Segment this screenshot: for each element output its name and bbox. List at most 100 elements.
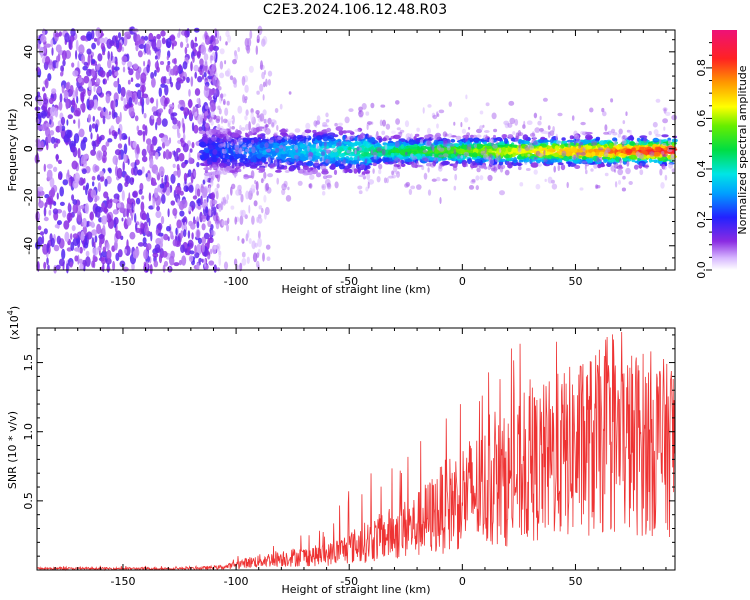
spectrogram-cell	[60, 116, 66, 126]
spectrogram-cell	[582, 138, 591, 145]
spectrogram-cell	[426, 139, 432, 146]
spectrogram-cell	[268, 139, 274, 144]
spectrogram-cell	[326, 182, 332, 190]
spectrogram-cell	[544, 178, 547, 182]
spectrogram-cell	[82, 185, 86, 191]
spectrogram-cell	[418, 150, 424, 154]
spectrogram-cell	[145, 96, 150, 106]
spectrogram-cell	[398, 131, 403, 137]
spectrogram-cell	[659, 168, 663, 176]
spectrogram-x-axis-label: Height of straight line (km)	[281, 283, 430, 296]
spectrogram-cell	[226, 135, 232, 142]
spectrogram-cell	[113, 80, 119, 88]
spectrogram-cell	[323, 141, 327, 148]
spectrogram-cell	[217, 123, 221, 130]
spectrogram-cell	[91, 68, 96, 77]
snr-multiplier-exp: 4	[6, 310, 15, 315]
spectrogram-cell	[618, 164, 623, 168]
spectrogram-cell	[195, 244, 202, 255]
spectrogram-cell	[539, 115, 542, 121]
spectrogram-cell	[391, 174, 397, 179]
spectrogram-cell	[603, 158, 608, 163]
spectrogram-cell	[78, 258, 83, 264]
spectrogram-cell	[337, 157, 345, 161]
spectrogram-cell	[370, 102, 375, 109]
spectrogram-cell	[441, 178, 448, 182]
spectrogram-cell	[91, 123, 96, 129]
spectrogram-cell	[522, 134, 529, 141]
spectrogram-cell	[438, 109, 445, 114]
spectrogram-cell	[492, 144, 498, 149]
spectrogram-cell	[176, 147, 181, 153]
spectrogram-cell	[80, 231, 85, 241]
spectrogram-cell	[640, 146, 647, 151]
spectrogram-cell	[358, 147, 362, 151]
spectrogram-cell	[463, 151, 470, 157]
spectrogram-cell	[138, 38, 145, 45]
spectrogram-cell	[262, 94, 265, 101]
spectrogram-cell	[141, 86, 145, 98]
spectrogram-cell	[603, 144, 608, 148]
spectrogram-cell	[114, 71, 119, 77]
spectrogram-cell	[385, 177, 389, 184]
spectrogram-cell	[263, 69, 267, 76]
spectrogram-cell	[313, 140, 321, 144]
spectrogram-cell	[485, 102, 490, 107]
spectrogram-cell	[241, 258, 247, 266]
spectrogram-cell	[308, 152, 314, 156]
spectrogram-cell	[207, 220, 212, 228]
spectrogram-cell	[47, 196, 54, 205]
spectrogram-cell	[543, 158, 548, 163]
spectrogram-cell	[231, 115, 235, 125]
spectrogram-cell	[139, 96, 143, 106]
spectrogram-cell	[198, 130, 206, 135]
spectrogram-cell	[551, 183, 558, 190]
spectrogram-cell	[652, 138, 660, 142]
spectrogram-cell	[448, 101, 452, 107]
spectrogram-cell	[36, 43, 41, 49]
spectrogram-cell	[161, 194, 166, 204]
spectrogram-cell	[262, 150, 268, 155]
spectrogram-cell	[194, 88, 201, 96]
spectrogram-cell	[376, 176, 381, 183]
spectrogram-cell	[193, 170, 197, 177]
spectrogram-cell	[493, 134, 496, 139]
spectrogram-cell	[303, 168, 306, 174]
spectrogram-cell	[127, 61, 133, 68]
spectrogram-cell	[58, 101, 63, 111]
x-tick-label: 0	[459, 275, 466, 288]
spectrogram-cell	[164, 98, 168, 107]
spectrogram-cell	[193, 64, 199, 72]
spectrogram-cell	[165, 149, 170, 160]
spectrogram-cell	[70, 175, 73, 187]
spectrogram-cell	[661, 154, 668, 158]
spectrogram-cell	[202, 187, 208, 197]
spectrogram-cell	[137, 129, 143, 136]
spectrogram-cell	[230, 151, 234, 157]
spectrogram-cell	[88, 79, 92, 91]
spectrogram-cell	[200, 162, 205, 166]
spectrogram-cell	[305, 133, 309, 139]
spectrogram-cell	[56, 235, 61, 245]
spectrogram-cell	[132, 93, 135, 103]
spectrogram-cell	[197, 198, 202, 207]
spectrogram-cell	[278, 160, 282, 168]
spectrogram-cell	[157, 222, 163, 231]
spectrogram-cell	[231, 163, 235, 169]
x-tick-label: -50	[340, 575, 358, 588]
spectrogram-cell	[42, 102, 48, 111]
spectrogram-cell	[515, 132, 519, 140]
spectrogram-cell	[64, 32, 70, 43]
spectrogram-cell	[493, 166, 497, 173]
spectrogram-cell	[274, 147, 280, 153]
spectrogram-cell	[210, 224, 214, 230]
spectrogram-cell	[501, 134, 508, 139]
spectrogram-cell	[190, 61, 193, 72]
spectrogram-cell	[257, 217, 263, 224]
spectrogram-cell	[633, 164, 639, 170]
spectrogram-cell	[124, 248, 128, 255]
spectrogram-cell	[566, 181, 569, 189]
spectrogram-cell	[496, 141, 499, 145]
spectrogram-cell	[158, 166, 165, 177]
x-tick-label: -150	[110, 275, 135, 288]
